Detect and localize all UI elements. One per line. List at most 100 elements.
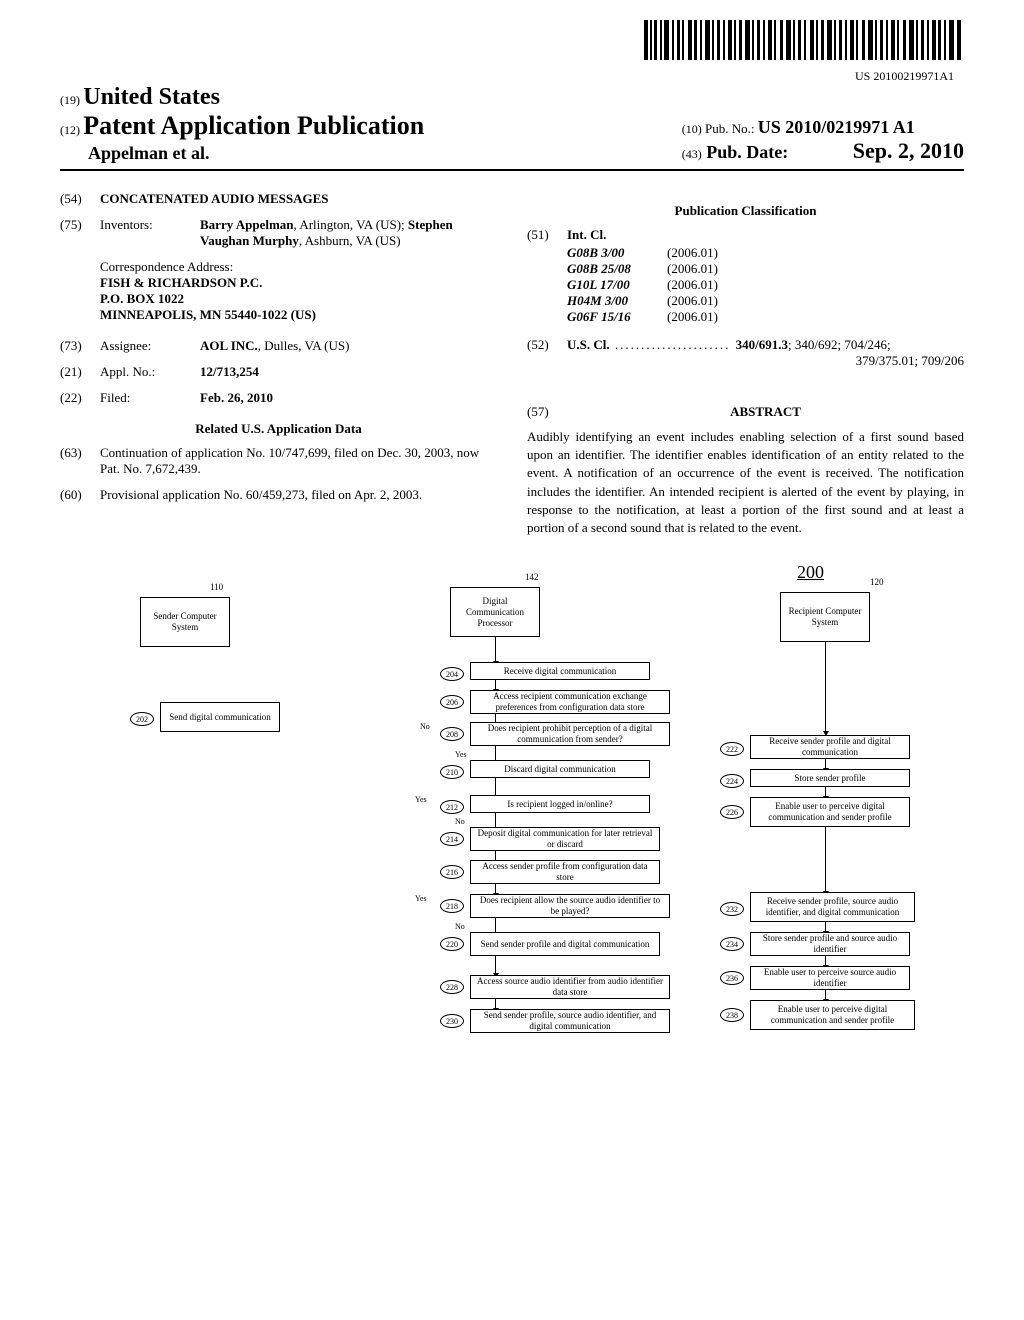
inventor-2-loc: , Ashburn, VA (US)	[299, 233, 401, 248]
arrow	[825, 787, 826, 797]
step-228-label: Access source audio identifier from audi…	[470, 975, 670, 999]
uscl-code: (52)	[527, 337, 567, 353]
correspondence-line3: MINNEAPOLIS, MN 55440-1022 (US)	[100, 307, 497, 323]
label-no: No	[420, 722, 430, 731]
country-name: United States	[83, 84, 220, 110]
figure: 200 110 Sender Computer System 142 Digit…	[60, 567, 964, 1097]
dotted-leader: ......................	[610, 337, 736, 352]
step-214: 214	[440, 832, 464, 846]
authors: Appelman et al.	[88, 143, 682, 164]
barcode-area	[60, 20, 964, 64]
assignee-loc: , Dulles, VA (US)	[258, 338, 350, 353]
step-212: 212	[440, 800, 464, 814]
step-216: 216	[440, 865, 464, 879]
country-code: (19)	[60, 93, 80, 107]
step-208-label: Does recipient prohibit perception of a …	[470, 722, 670, 746]
correspondence-label: Correspondence Address:	[100, 259, 497, 275]
arrow	[825, 922, 826, 932]
label-no: No	[455, 817, 465, 826]
arrow	[825, 827, 826, 892]
header: (19) United States (12) Patent Applicati…	[60, 84, 964, 171]
arrow	[825, 759, 826, 769]
assignee-value: AOL INC., Dulles, VA (US)	[200, 338, 497, 354]
step-208: 208	[440, 727, 464, 741]
right-column: Publication Classification (51) Int. Cl.…	[527, 191, 964, 537]
arrow	[495, 813, 496, 828]
left-column: (54) CONCATENATED AUDIO MESSAGES (75) In…	[60, 191, 497, 537]
abstract-head: ABSTRACT	[567, 404, 964, 420]
patent-title: CONCATENATED AUDIO MESSAGES	[100, 191, 497, 207]
box-recipient: Recipient Computer System	[780, 592, 870, 642]
intcl-row-year: (2006.01)	[667, 293, 767, 309]
label-no: No	[455, 922, 465, 931]
step-210: 210	[440, 765, 464, 779]
step-206: 206	[440, 695, 464, 709]
intcl-row-code: H04M 3/00	[567, 293, 667, 309]
intcl-row-code: G06F 15/16	[567, 309, 667, 325]
step-214-label: Deposit digital communication for later …	[470, 827, 660, 851]
step-224: 224	[720, 774, 744, 788]
intcl-code: (51)	[527, 227, 567, 243]
step-226: 226	[720, 805, 744, 819]
related-code60: (60)	[60, 487, 100, 503]
step-204-label: Receive digital communication	[470, 662, 650, 680]
uscl-line2: 379/375.01; 709/206	[567, 353, 964, 369]
step-228: 228	[440, 980, 464, 994]
correspondence-line2: P.O. BOX 1022	[100, 291, 497, 307]
applno-label: Appl. No.:	[100, 364, 200, 380]
correspondence-line1: FISH & RICHARDSON P.C.	[100, 275, 497, 291]
filed-label: Filed:	[100, 390, 200, 406]
label-yes: Yes	[415, 894, 427, 903]
label-yes: Yes	[415, 795, 427, 804]
pubdate-label: Pub. Date:	[706, 142, 788, 162]
step-234: 234	[720, 937, 744, 951]
pub-number: US 2010/0219971 A1	[758, 117, 915, 137]
step-222-label: Receive sender profile and digital commu…	[750, 735, 910, 759]
step-220-label: Send sender profile and digital communic…	[470, 932, 660, 956]
pubno-label: Pub. No.:	[705, 121, 754, 136]
arrow	[495, 680, 496, 690]
step-232-label: Receive sender profile, source audio ide…	[750, 892, 915, 922]
filed-code: (22)	[60, 390, 100, 406]
leader-120: 120	[870, 577, 884, 587]
uscl-primary: 340/691.3	[736, 337, 788, 352]
assignee-name: AOL INC.	[200, 338, 258, 353]
inventor-1-loc: , Arlington, VA (US);	[294, 217, 408, 232]
uscl-rest1: ; 340/692; 704/246;	[788, 337, 891, 352]
intcl-row-year: (2006.01)	[667, 309, 767, 325]
step-238: 238	[720, 1008, 744, 1022]
inventors-value: Barry Appelman, Arlington, VA (US); Step…	[200, 217, 497, 249]
intcl-row-code: G10L 17/00	[567, 277, 667, 293]
intcl-row-code: G08B 25/08	[567, 261, 667, 277]
step-234-label: Store sender profile and source audio id…	[750, 932, 910, 956]
step-216-label: Access sender profile from configuration…	[470, 860, 660, 884]
arrow	[825, 642, 826, 732]
related-head: Related U.S. Application Data	[60, 421, 497, 437]
box-sender: Sender Computer System	[140, 597, 230, 647]
arrow	[825, 956, 826, 966]
assignee-label: Assignee:	[100, 338, 200, 354]
arrow	[495, 778, 496, 796]
step-230-label: Send sender profile, source audio identi…	[470, 1009, 670, 1033]
barcode-graphic	[644, 20, 964, 60]
filed-value: Feb. 26, 2010	[200, 390, 497, 406]
applno-value: 12/713,254	[200, 364, 497, 380]
step-236: 236	[720, 971, 744, 985]
pubtype-code: (12)	[60, 123, 80, 137]
box-dcp: Digital Communication Processor	[450, 587, 540, 637]
intcl-table: G08B 3/00(2006.01) G08B 25/08(2006.01) G…	[567, 245, 964, 325]
related-text60: Provisional application No. 60/459,273, …	[100, 487, 497, 503]
abstract-code: (57)	[527, 404, 567, 420]
leader-142: 142	[525, 572, 539, 582]
inventor-1: Barry Appelman	[200, 217, 294, 232]
step-202-label: Send digital communication	[160, 702, 280, 732]
uscl-value: U.S. Cl. ...................... 340/691.…	[567, 337, 964, 369]
arrow	[495, 637, 496, 662]
intcl-label: Int. Cl.	[567, 227, 964, 243]
intcl-row-year: (2006.01)	[667, 245, 767, 261]
pubclass-head: Publication Classification	[527, 203, 964, 219]
figure-number: 200	[797, 562, 824, 583]
arrow	[495, 884, 496, 894]
arrow	[495, 999, 496, 1009]
arrow	[495, 746, 496, 761]
